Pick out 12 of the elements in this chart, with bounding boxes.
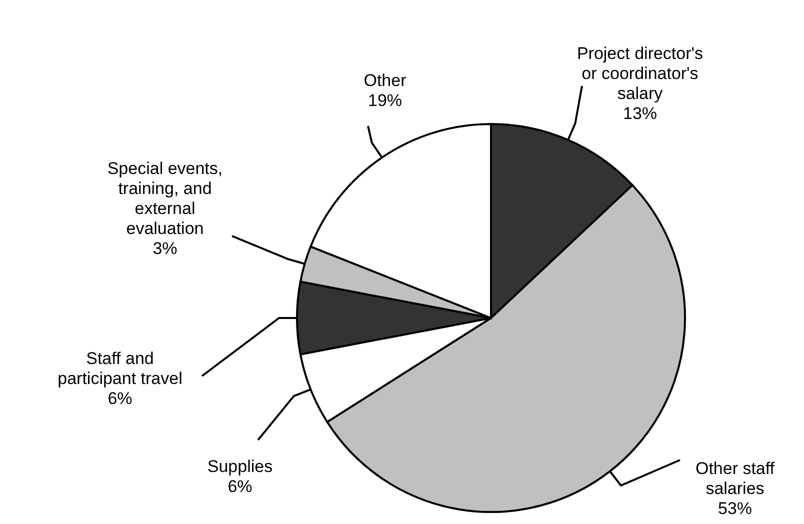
slice-label: Supplies: [207, 456, 273, 476]
data-label: 6%: [228, 476, 252, 496]
data-label: 13%: [622, 104, 658, 122]
slice-label: Other staff salaries: [695, 458, 775, 498]
slice-label: Other: [364, 70, 407, 90]
data-label: 3%: [152, 238, 178, 258]
slice-label: Project director's or coordinator's salary: [576, 44, 704, 102]
data-label: 6%: [108, 388, 132, 408]
data-label: 53%: [718, 498, 752, 518]
slice-label: Special events, training, and external evaluation: [107, 158, 223, 238]
slice-label: Staff and participant travel: [58, 348, 182, 388]
data-label: 19%: [368, 90, 402, 110]
